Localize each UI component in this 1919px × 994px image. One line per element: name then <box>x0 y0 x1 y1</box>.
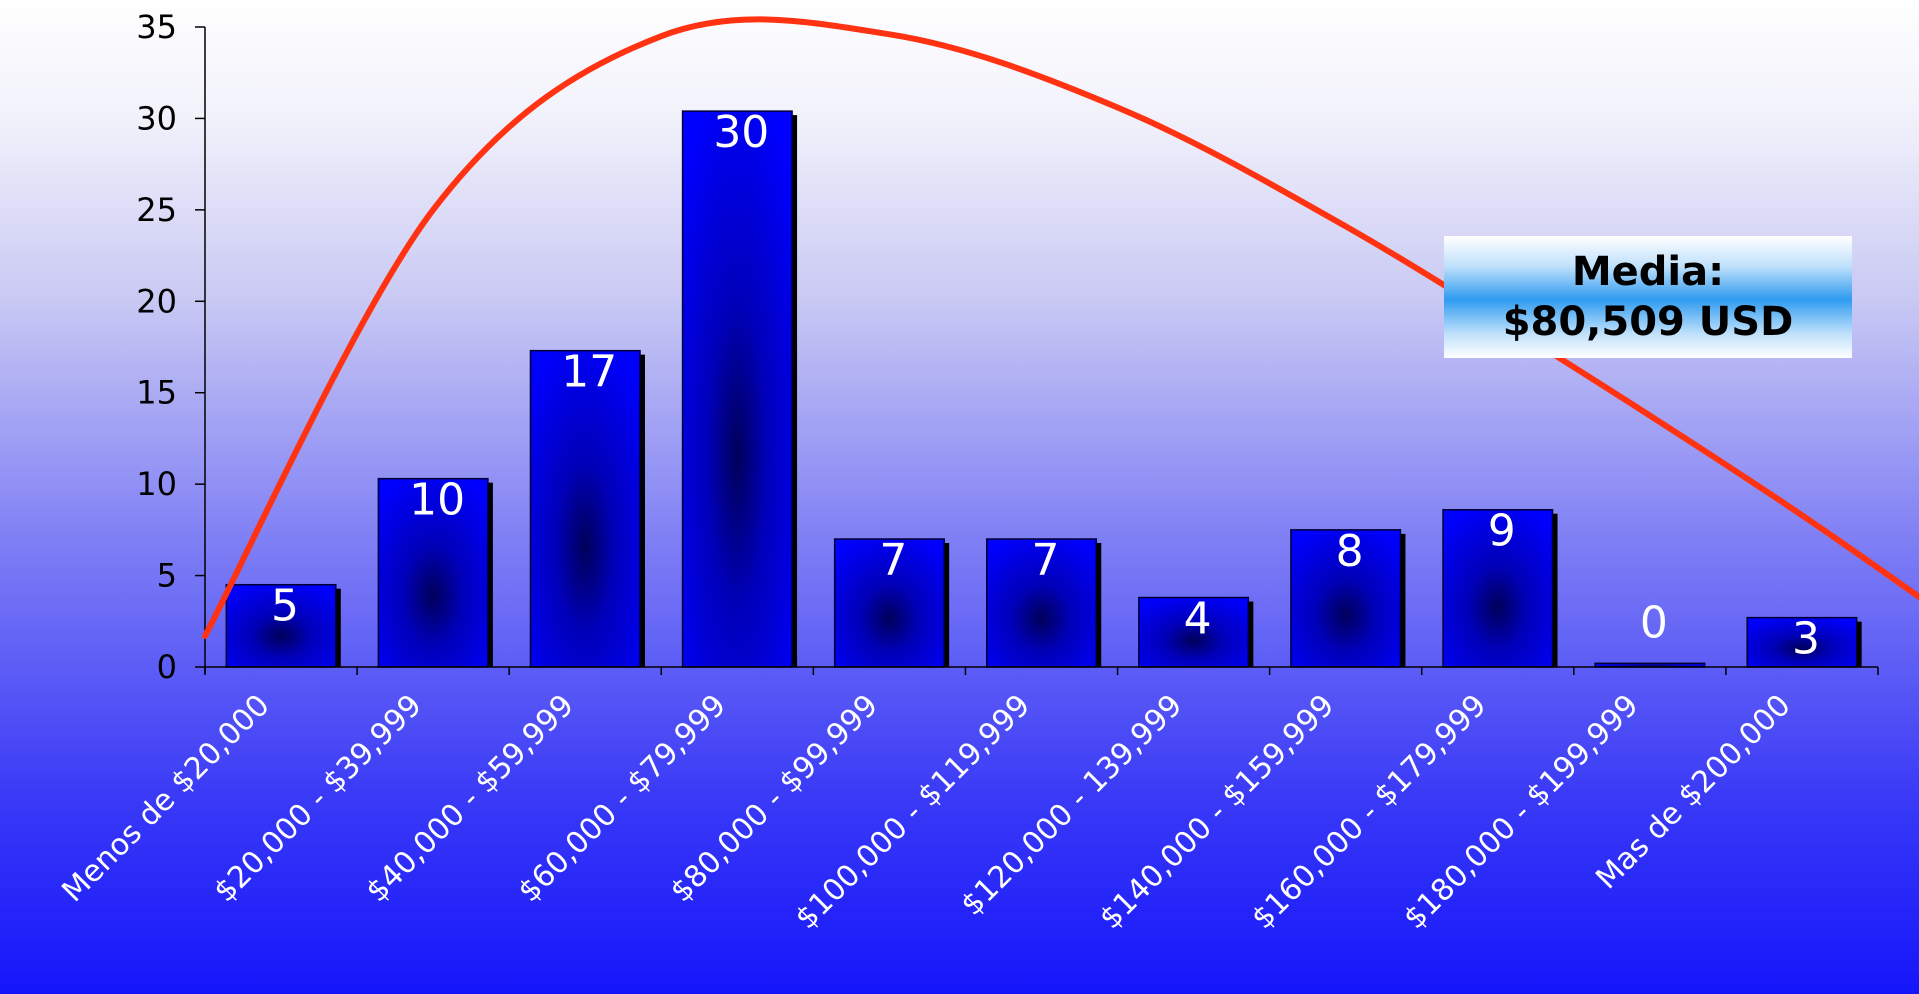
y-tick-label: 20 <box>136 282 177 320</box>
y-tick-label: 15 <box>136 374 177 412</box>
data-label: 3 <box>1792 614 1820 665</box>
data-label: 10 <box>409 475 465 526</box>
bar-0 <box>225 583 337 668</box>
y-tick-label: 35 <box>136 8 177 46</box>
data-label: 30 <box>713 107 769 158</box>
bar-7 <box>1290 529 1402 668</box>
bar-2 <box>529 349 641 668</box>
data-label: 17 <box>561 347 617 398</box>
data-label: 7 <box>1032 535 1060 586</box>
bar-6 <box>1138 596 1250 668</box>
y-tick-label: 25 <box>136 191 177 229</box>
data-label: 5 <box>271 581 299 632</box>
data-label: 9 <box>1488 506 1516 557</box>
y-tick-label: 10 <box>136 465 177 503</box>
data-label: 7 <box>879 535 907 586</box>
bar-10 <box>1746 616 1858 668</box>
y-tick-label: 0 <box>157 648 177 686</box>
mean-annotation-value: $80,509 USD <box>1502 299 1794 345</box>
bar-8 <box>1442 508 1554 668</box>
data-label: 4 <box>1184 594 1212 645</box>
y-tick-label: 5 <box>157 557 177 595</box>
data-label: 0 <box>1640 597 1668 648</box>
bar-3 <box>681 110 793 668</box>
axes <box>195 26 1879 675</box>
mean-annotation-title: Media: <box>1571 249 1725 295</box>
bar-1 <box>377 477 489 668</box>
distribution-curve <box>202 16 1919 639</box>
bar-5 <box>985 538 1098 668</box>
curve-layer <box>202 16 1919 639</box>
bars-layer <box>225 110 1862 668</box>
data-label: 8 <box>1336 526 1364 577</box>
y-tick-label: 30 <box>136 99 177 137</box>
mean-annotation-box: Media: $80,509 USD <box>1444 236 1852 358</box>
